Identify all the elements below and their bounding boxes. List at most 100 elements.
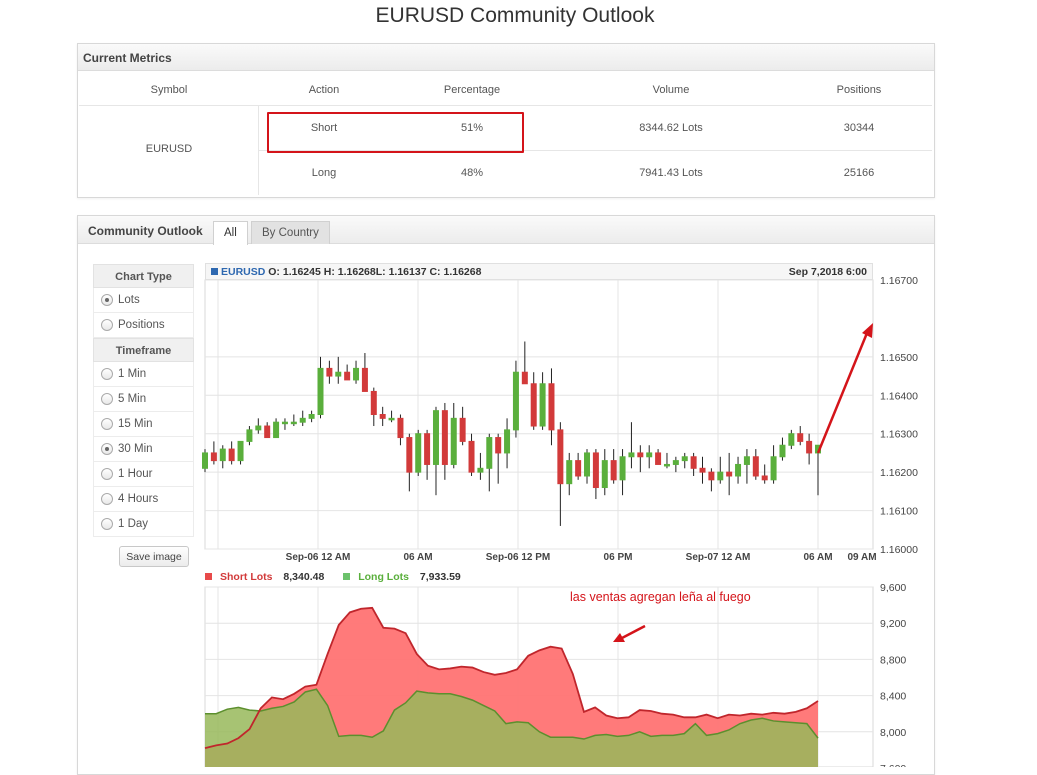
candle bbox=[246, 429, 253, 442]
annotation-arrowhead bbox=[862, 323, 873, 338]
save-image-button[interactable]: Save image bbox=[119, 546, 189, 567]
radio-icon[interactable] bbox=[101, 493, 113, 505]
candle bbox=[770, 456, 777, 481]
option-positions[interactable]: Positions bbox=[93, 313, 194, 338]
annotation-arrow bbox=[621, 624, 646, 640]
candle bbox=[521, 371, 528, 385]
option-1-hour[interactable]: 1 Hour bbox=[93, 462, 194, 487]
candle bbox=[646, 452, 653, 458]
y-tick-label: 1.16700 bbox=[880, 275, 918, 287]
long-lots-legend[interactable]: Long Lots 7,933.59 bbox=[343, 571, 469, 583]
y-tick-label: 8,000 bbox=[880, 727, 906, 739]
candle bbox=[708, 471, 715, 481]
candle bbox=[512, 371, 519, 431]
y-tick-label: 1.16300 bbox=[880, 429, 918, 441]
high-value: 1.16268 bbox=[337, 266, 376, 278]
candle bbox=[655, 452, 662, 465]
candle bbox=[592, 452, 599, 489]
option-4-hours[interactable]: 4 Hours bbox=[93, 487, 194, 512]
candle bbox=[752, 456, 759, 477]
radio-icon[interactable] bbox=[101, 294, 113, 306]
candle bbox=[273, 421, 280, 439]
radio-icon[interactable] bbox=[101, 468, 113, 480]
candle bbox=[468, 440, 475, 473]
short-lots-legend[interactable]: Short Lots 8,340.48 bbox=[205, 571, 332, 583]
option-label: 1 Min bbox=[118, 368, 147, 380]
option-label: 15 Min bbox=[118, 418, 153, 430]
candle bbox=[761, 475, 768, 481]
y-tick-label: 9,200 bbox=[880, 618, 906, 630]
candle bbox=[317, 367, 324, 415]
highlight-annotation-box bbox=[267, 112, 524, 153]
open-label: O: bbox=[268, 266, 280, 278]
candle bbox=[202, 452, 208, 469]
long-lots-area bbox=[205, 689, 818, 767]
candle bbox=[308, 414, 315, 419]
candle bbox=[530, 383, 537, 427]
candle bbox=[672, 460, 679, 465]
y-tick-label: 1.16200 bbox=[880, 467, 918, 479]
candle bbox=[486, 437, 493, 469]
option-1-min[interactable]: 1 Min bbox=[93, 362, 194, 387]
option-15-min[interactable]: 15 Min bbox=[93, 412, 194, 437]
price-plot-area bbox=[204, 279, 874, 550]
option-5-min[interactable]: 5 Min bbox=[93, 387, 194, 412]
candle bbox=[539, 383, 546, 427]
legend-square-icon bbox=[343, 573, 351, 580]
candle bbox=[628, 452, 635, 458]
option-label: 30 Min bbox=[118, 443, 153, 455]
candle bbox=[459, 417, 466, 442]
candle bbox=[335, 371, 342, 377]
x-tick-label: Sep-07 12 AM bbox=[686, 552, 751, 563]
legend-square-icon bbox=[205, 573, 212, 580]
annotation-arrow bbox=[816, 332, 869, 454]
candle bbox=[326, 367, 333, 377]
current-metrics-header: Current Metrics bbox=[78, 44, 934, 71]
candle bbox=[299, 417, 306, 423]
option-1-day[interactable]: 1 Day bbox=[93, 512, 194, 537]
candle bbox=[637, 452, 644, 458]
x-tick-label: 06 AM bbox=[803, 552, 832, 563]
col-symbol: Symbol bbox=[150, 84, 188, 96]
price-ohlc-readout: EURUSD O: 1.16245 H: 1.16268L: 1.16137 C… bbox=[211, 266, 481, 278]
candle bbox=[584, 452, 591, 477]
y-tick-label: 1.16000 bbox=[880, 544, 918, 556]
candle bbox=[566, 460, 573, 485]
current-metrics-panel: Current Metrics Symbol Action Percentage… bbox=[77, 43, 935, 198]
action-cell: Long bbox=[311, 167, 337, 179]
candle bbox=[441, 410, 448, 465]
radio-icon[interactable] bbox=[101, 518, 113, 530]
radio-icon[interactable] bbox=[101, 319, 113, 331]
option-lots[interactable]: Lots bbox=[93, 288, 194, 313]
col-percentage: Percentage bbox=[443, 84, 501, 96]
radio-icon[interactable] bbox=[101, 418, 113, 430]
long-lots-value: 7,933.59 bbox=[419, 571, 461, 583]
close-label: C: bbox=[429, 266, 441, 278]
col-volume: Volume bbox=[652, 84, 690, 96]
candle bbox=[681, 456, 688, 462]
candle bbox=[264, 425, 271, 439]
candle bbox=[379, 414, 386, 419]
percentage-cell: 48% bbox=[460, 167, 484, 179]
price-legend: EURUSD O: 1.16245 H: 1.16268L: 1.16137 C… bbox=[205, 263, 873, 280]
chart-type-heading: Chart Type bbox=[93, 264, 194, 288]
radio-icon[interactable] bbox=[101, 368, 113, 380]
candle bbox=[228, 448, 235, 462]
x-tick-label: 09 AM bbox=[847, 552, 876, 563]
radio-icon[interactable] bbox=[101, 393, 113, 405]
candle bbox=[210, 452, 217, 462]
action-cell: Short bbox=[310, 122, 338, 134]
y-tick-label: 1.16100 bbox=[880, 506, 918, 518]
candle bbox=[601, 460, 608, 489]
tab-by-country[interactable]: By Country bbox=[251, 221, 330, 244]
col-positions: Positions bbox=[836, 84, 882, 96]
option-label: Positions bbox=[118, 319, 165, 331]
option-30-min[interactable]: 30 Min bbox=[93, 437, 194, 462]
tab-all[interactable]: All bbox=[213, 221, 248, 245]
x-tick-label: 06 PM bbox=[604, 552, 633, 563]
radio-icon[interactable] bbox=[101, 443, 113, 455]
option-label: 1 Hour bbox=[118, 468, 153, 480]
candle bbox=[726, 471, 733, 477]
candle bbox=[806, 440, 813, 454]
positions-cell: 30344 bbox=[843, 122, 875, 134]
